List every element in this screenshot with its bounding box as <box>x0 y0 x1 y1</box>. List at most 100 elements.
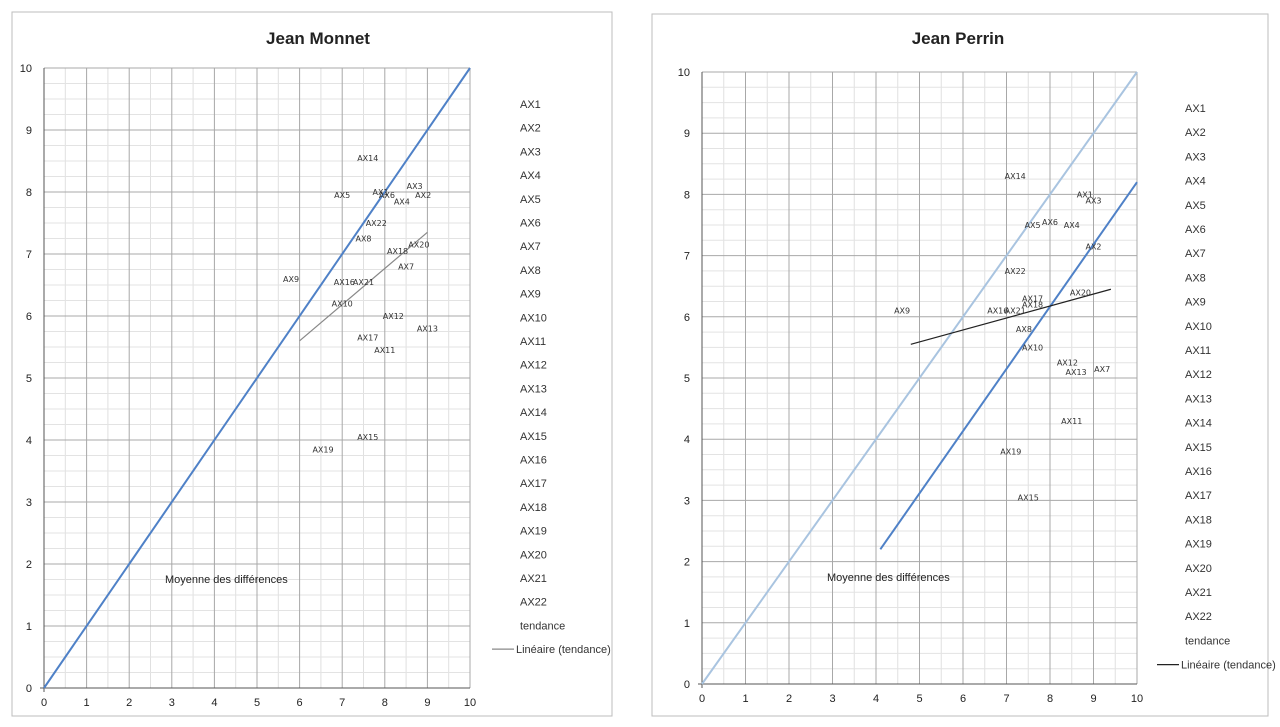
data-point-ax20: AX20 <box>408 241 429 250</box>
x-tick-label: 2 <box>126 697 132 709</box>
data-point-ax5: AX5 <box>334 191 350 200</box>
reference-line <box>43 67 471 689</box>
legend-entry: AX3 <box>1185 151 1206 163</box>
chart-panel-jean-monnet: 0 1 2 3 4 5 6 7 8 9 10 0 1 2 3 4 5 6 7 8 9 10 Jean Monnet AX1 AX… <box>11 11 613 717</box>
y-tick-label: 9 <box>26 125 32 137</box>
x-tick-label: 4 <box>873 693 879 705</box>
x-tick-label: 10 <box>1131 693 1143 705</box>
reference-line <box>879 181 1138 550</box>
legend-entry: AX16 <box>1185 466 1212 478</box>
legend-entry: AX12 <box>1185 369 1212 381</box>
legend-entry: AX7 <box>1185 248 1206 260</box>
trend-line <box>299 231 428 342</box>
x-tick-label: 8 <box>1047 693 1053 705</box>
legend-entry: AX21 <box>520 573 547 585</box>
x-tick-label: 7 <box>1003 693 1009 705</box>
x-tick-label: 1 <box>84 697 90 709</box>
x-tick-label: 10 <box>464 697 476 709</box>
legend-entry: AX6 <box>520 218 541 230</box>
data-point-ax11: AX11 <box>1061 417 1082 426</box>
data-point-ax18: AX18 <box>387 247 408 256</box>
data-point-ax22: AX22 <box>366 219 387 228</box>
data-point-ax4: AX4 <box>394 197 410 206</box>
trend-line <box>910 288 1112 345</box>
data-point-ax14: AX14 <box>1005 172 1026 181</box>
x-tick-label: 6 <box>960 693 966 705</box>
legend-entry: AX17 <box>520 478 547 490</box>
legend-entry: AX11 <box>520 336 546 348</box>
y-tick-label: 5 <box>684 373 690 385</box>
x-tick-label: 8 <box>382 697 388 709</box>
x-tick-label: 0 <box>699 693 705 705</box>
annotation-text: Moyenne des différences <box>827 572 950 584</box>
data-point-ax14: AX14 <box>357 154 378 163</box>
data-point-ax17: AX17 <box>357 334 378 343</box>
data-point-ax9: AX9 <box>283 275 299 284</box>
data-point-ax6: AX6 <box>1042 218 1058 227</box>
data-point-ax9: AX9 <box>894 307 910 316</box>
data-point-ax20: AX20 <box>1070 288 1091 297</box>
legend-entry: Linéaire (tendance) <box>1181 660 1276 672</box>
legend-entry: AX20 <box>520 549 547 561</box>
data-point-ax8: AX8 <box>1016 325 1032 334</box>
legend-entry: AX1 <box>1185 103 1206 115</box>
legend-entry: AX5 <box>520 194 541 206</box>
y-tick-label: 6 <box>684 312 690 324</box>
legend-entry: tendance <box>1185 635 1230 647</box>
data-point-ax18: AX18 <box>1022 301 1043 310</box>
legend-entry: AX4 <box>1185 176 1206 188</box>
y-tick-label: 3 <box>684 495 690 507</box>
legend-entry: AX3 <box>520 146 541 158</box>
chart-frame <box>11 11 613 717</box>
y-tick-label: 4 <box>684 434 690 446</box>
chart-title: Jean Perrin <box>912 29 1005 48</box>
y-tick-label: 10 <box>678 67 690 79</box>
legend-entry: AX6 <box>1185 224 1206 236</box>
data-point-ax15: AX15 <box>357 433 378 442</box>
legend-entry: AX12 <box>520 360 547 372</box>
legend-entry: AX22 <box>520 597 547 609</box>
legend-entry: AX7 <box>520 241 541 253</box>
y-tick-label: 2 <box>26 559 32 571</box>
legend-entry: AX15 <box>1185 442 1212 454</box>
y-tick-label: 1 <box>26 621 32 633</box>
data-point-ax12: AX12 <box>1057 359 1078 368</box>
y-tick-label: 4 <box>26 435 32 447</box>
data-point-ax21: AX21 <box>353 278 374 287</box>
legend-entry: AX18 <box>520 502 547 514</box>
y-tick-label: 6 <box>26 311 32 323</box>
data-point-ax5: AX5 <box>1025 221 1041 230</box>
data-point-ax1: AX1 <box>373 188 389 197</box>
y-tick-label: 8 <box>26 187 32 199</box>
legend-entry: AX10 <box>1185 321 1212 333</box>
x-tick-label: 2 <box>786 693 792 705</box>
legend-entry: AX15 <box>520 431 547 443</box>
y-tick-label: 3 <box>26 497 32 509</box>
data-point-ax16: AX16 <box>987 307 1008 316</box>
legend-entry: AX9 <box>520 289 541 301</box>
data-point-ax15: AX15 <box>1018 493 1039 502</box>
reference-line <box>701 71 1138 685</box>
data-point-ax17: AX17 <box>1022 294 1043 303</box>
x-tick-label: 5 <box>916 693 922 705</box>
x-tick-label: 3 <box>829 693 835 705</box>
legend-entry: AX1 <box>520 99 541 111</box>
data-point-ax3: AX3 <box>407 182 423 191</box>
legend-entry: AX19 <box>1185 539 1212 551</box>
legend-entry: AX10 <box>520 312 547 324</box>
data-point-ax3: AX3 <box>1085 197 1101 206</box>
legend-entry: AX18 <box>1185 514 1212 526</box>
legend-entry: AX19 <box>520 526 547 538</box>
legend-entry: AX2 <box>520 123 541 135</box>
legend-entry: AX13 <box>520 383 547 395</box>
data-point-ax12: AX12 <box>383 312 404 321</box>
chart-frame <box>651 13 1269 717</box>
legend-entry: tendance <box>520 620 565 632</box>
legend-entry: AX16 <box>520 455 547 467</box>
x-tick-label: 7 <box>339 697 345 709</box>
x-tick-label: 0 <box>41 697 47 709</box>
chart-title: Jean Monnet <box>266 29 370 48</box>
data-point-ax21: AX21 <box>1005 307 1026 316</box>
